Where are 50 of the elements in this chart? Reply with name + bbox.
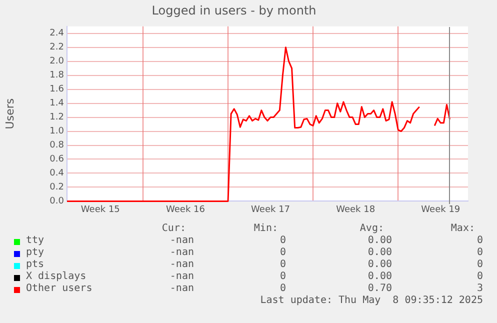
x-tick-label: Week 16: [166, 204, 206, 215]
y-tick-label: 0.6: [50, 154, 64, 165]
y-tick-label: 2.0: [50, 56, 64, 67]
text: 0.00: [368, 271, 392, 282]
text: -nan: [170, 283, 194, 294]
legend-label: X displays: [26, 271, 86, 282]
chart-title: Logged in users - by month: [152, 3, 316, 18]
y-tick-label: 2.4: [50, 28, 64, 39]
text: 0: [476, 259, 483, 270]
text: 3: [476, 283, 483, 294]
text: Max:: [450, 223, 475, 234]
text: 0: [280, 283, 286, 294]
text: 0.00: [368, 259, 392, 270]
legend-label: pts: [26, 259, 44, 270]
legend-label: tty: [26, 235, 44, 246]
text: 0.00: [368, 247, 392, 258]
text: 0: [476, 235, 483, 246]
text: 0.70: [368, 283, 392, 294]
text: 0: [280, 271, 286, 282]
text: Avg:: [360, 223, 384, 234]
y-tick-label: 1.2: [50, 112, 64, 123]
y-tick-label: 1.0: [50, 126, 64, 137]
legend-label: Other users: [26, 283, 92, 294]
text: -nan: [170, 235, 194, 246]
text: -nan: [170, 271, 194, 282]
y-tick-label: 1.4: [50, 98, 64, 109]
x-tick-label: Week 17: [251, 204, 290, 215]
y-axis-title: Users: [3, 98, 16, 130]
y-tick-label: 0.2: [50, 182, 64, 193]
text: Last update: Thu May 8 09:35:12 2025: [260, 295, 483, 306]
text: 0: [280, 247, 286, 258]
text: 0: [280, 259, 286, 270]
text: -nan: [170, 259, 194, 270]
text: 0.00: [368, 235, 392, 246]
y-tick-label: 1.6: [50, 84, 64, 95]
x-tick-label: Week 18: [336, 204, 376, 215]
text: 0: [280, 235, 286, 246]
x-tick-label: Week 19: [421, 204, 460, 215]
y-tick-label: 0.4: [50, 168, 64, 179]
text: 0: [476, 247, 483, 258]
y-tick-label: 2.2: [50, 42, 64, 53]
y-tick-label: 1.8: [50, 70, 64, 81]
x-tick-label: Week 15: [80, 204, 120, 215]
text: -nan: [170, 247, 194, 258]
y-tick-label: 0.0: [50, 196, 64, 207]
text: 0: [476, 271, 483, 282]
legend-label: pty: [26, 247, 44, 258]
text: Cur:: [162, 223, 186, 234]
text: Min:: [254, 223, 278, 234]
y-tick-label: 0.8: [50, 140, 64, 151]
